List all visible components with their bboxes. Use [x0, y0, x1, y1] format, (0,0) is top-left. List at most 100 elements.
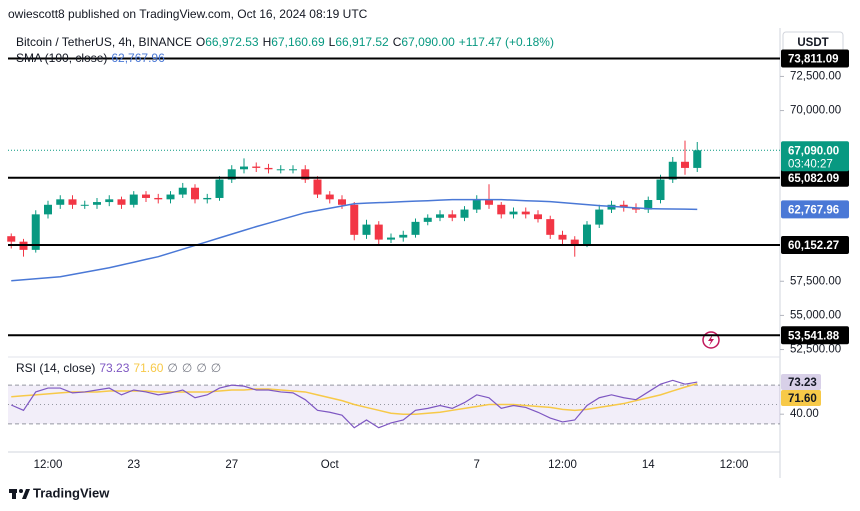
candle-body	[68, 199, 77, 205]
candle-body	[485, 200, 493, 205]
level-label: 53,541.88	[788, 330, 840, 342]
candle-body	[105, 199, 114, 203]
ohlc-value: 66,972.53	[205, 35, 259, 49]
rsi-name: RSI (14, close)	[16, 361, 96, 375]
candle-body	[301, 169, 310, 180]
candle-body	[546, 219, 555, 235]
x-tick-label: 12:00	[34, 459, 63, 471]
countdown-label: 03:40:27	[788, 158, 833, 170]
rsi-input: ∅	[210, 361, 222, 375]
x-tick-label: 23	[127, 459, 140, 471]
candle-body	[178, 187, 187, 195]
candle-body	[289, 169, 297, 171]
sma-name: SMA (100, close)	[16, 51, 108, 65]
level-label-box	[781, 49, 849, 68]
x-tick-label: 27	[225, 459, 238, 471]
candle-body	[215, 179, 224, 198]
published-note: owiescott8 published on TradingView.com,…	[8, 7, 368, 21]
candle-body	[521, 211, 530, 215]
candle-body	[240, 166, 248, 170]
candle-body	[362, 224, 371, 235]
footer-brand: TradingView	[33, 485, 110, 500]
candle-body	[227, 169, 236, 180]
candle-body	[534, 214, 542, 220]
y-tick-label: 57,500.00	[790, 275, 841, 287]
level-label: 73,811.09	[788, 54, 839, 66]
sma-value: 62,767.96	[111, 51, 165, 65]
level-label: 65,082.09	[788, 173, 839, 185]
candle-body	[619, 204, 628, 208]
candle-body	[166, 194, 175, 200]
y-tick-label: 55,000.00	[790, 309, 841, 321]
rsi-input: ∅	[196, 361, 207, 375]
candle-body	[93, 202, 101, 205]
legend-title: Bitcoin / TetherUS, 4h, BINANCE	[16, 35, 192, 49]
rsi-input: ∅	[167, 361, 178, 375]
candle-body	[313, 179, 322, 195]
level-label-box	[781, 236, 849, 255]
candle-body	[399, 234, 408, 238]
candle-body	[448, 214, 457, 218]
y-tick-label: 70,000.00	[790, 105, 841, 117]
sma-label-box	[781, 200, 849, 219]
candle-body	[423, 217, 432, 222]
candle-body	[644, 200, 653, 210]
candle-body	[472, 200, 481, 210]
rsi-value: 71.60	[133, 361, 164, 375]
y-tick-label: 52,500.00	[790, 344, 841, 356]
y-tick-label: 40.00	[790, 408, 819, 420]
candle-body	[607, 204, 616, 210]
candle-body	[595, 209, 604, 225]
last-price-box	[781, 141, 849, 172]
ohlc-value: 67,160.69	[271, 35, 325, 49]
candle-body	[668, 161, 677, 180]
candle-body	[570, 239, 579, 245]
candle-body	[129, 194, 138, 205]
ohlc-value: 67,090.00	[401, 35, 455, 49]
candle-body	[350, 204, 359, 235]
candle-body	[117, 199, 126, 205]
x-tick-label: 14	[642, 459, 655, 471]
legend-change: +117.47 (+0.18%)	[458, 35, 554, 49]
ohlc-key: H	[262, 35, 272, 49]
candle-body	[387, 237, 395, 240]
candle-body	[411, 221, 420, 235]
ohlc-value: 66,917.52	[335, 35, 389, 49]
candle-body	[191, 187, 199, 200]
x-tick-label: 12:00	[720, 459, 749, 471]
ohlc-key: O	[195, 35, 206, 49]
candle-body	[436, 214, 444, 218]
candle-body	[203, 197, 212, 200]
candle-body	[142, 194, 150, 198]
rsi-label-box	[781, 390, 821, 407]
candle-body	[497, 204, 506, 215]
level-label-box	[781, 326, 849, 345]
candle-body	[583, 224, 591, 245]
sma-legend: SMA (100, close) 62,767.96	[16, 50, 169, 66]
candle-body	[656, 179, 665, 201]
sma-line	[11, 198, 698, 282]
candle-body	[325, 194, 334, 200]
ohlc-key: L	[328, 35, 336, 49]
currency-label: USDT	[797, 37, 828, 49]
candle-body	[460, 209, 469, 218]
candle-body	[154, 197, 163, 200]
rsi-label-box	[781, 374, 821, 391]
rsi-legend: RSI (14, close) 73.23 71.60 ∅ ∅ ∅ ∅	[16, 360, 225, 376]
x-tick-label: 12:00	[548, 459, 577, 471]
rsi-label: 73.23	[788, 377, 817, 389]
candle-body	[44, 204, 52, 215]
sma-label: 62,767.96	[788, 204, 839, 216]
y-tick-label: 72,500.00	[790, 70, 841, 82]
candle-body	[56, 199, 65, 205]
rsi-label: 71.60	[788, 393, 817, 405]
candle-body	[558, 234, 567, 240]
candle-body	[681, 161, 689, 168]
rsi-input: ∅	[181, 361, 193, 375]
candle-body	[31, 214, 40, 250]
x-tick-label: Oct	[321, 459, 340, 471]
price-legend: Bitcoin / TetherUS, 4h, BINANCE O66,972.5…	[16, 34, 558, 50]
candle-body	[374, 224, 383, 240]
candle-body	[264, 167, 273, 170]
